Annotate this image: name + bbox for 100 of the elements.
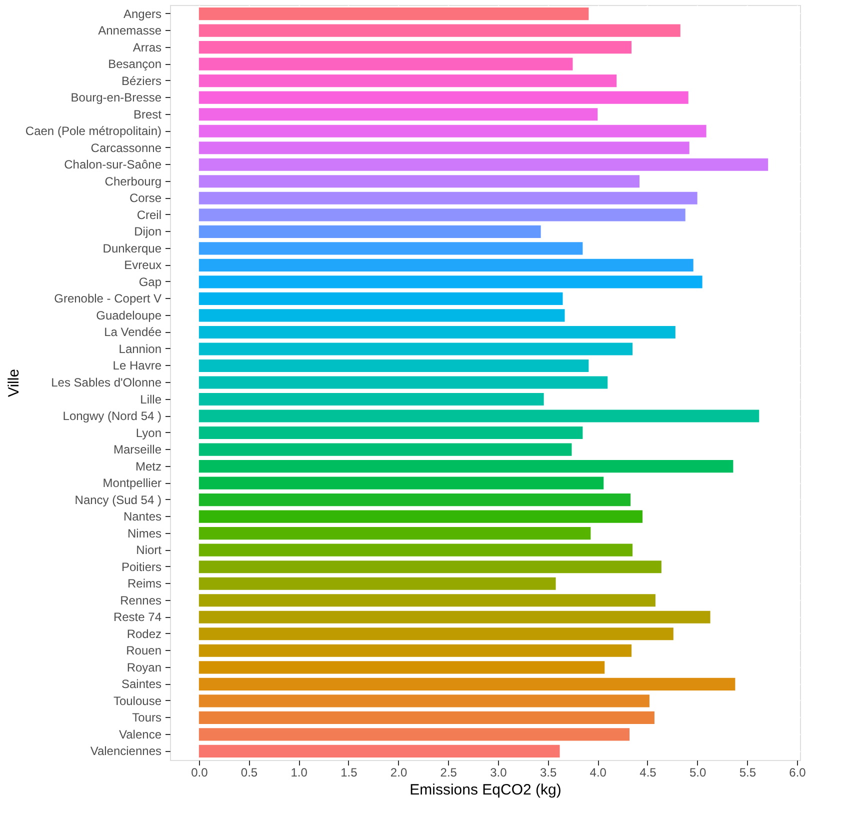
y-tick-label: Corse [129, 191, 162, 206]
bar [198, 124, 706, 138]
bar [198, 661, 605, 674]
y-tick-label: Reims [127, 576, 162, 591]
bar [198, 242, 583, 255]
bar [198, 175, 640, 188]
bar [198, 410, 760, 422]
y-tick-label: Reste 74 [113, 610, 162, 624]
bar [198, 276, 702, 288]
bar [198, 158, 768, 171]
y-tick-label: Saintes [121, 677, 162, 692]
y-tick-label: Toulouse [113, 694, 162, 708]
y-tick-label: Besançon [108, 57, 162, 72]
bar [198, 292, 563, 305]
bar [198, 392, 544, 406]
bar [198, 728, 630, 741]
bar [198, 142, 690, 154]
y-tick-label: Dunkerque [102, 241, 162, 256]
bar [198, 544, 633, 556]
y-tick-label: Lille [140, 392, 162, 406]
y-tick-label: Marseille [113, 442, 162, 457]
bar [198, 24, 680, 37]
bar [198, 744, 560, 758]
y-tick-label: Nimes [127, 526, 162, 540]
y-tick-label: Metz [135, 459, 162, 474]
bar [198, 460, 734, 473]
bar [198, 376, 608, 389]
bar [198, 426, 583, 440]
bar [198, 225, 541, 238]
y-tick-label: Rodez [126, 626, 162, 641]
bar [198, 359, 589, 372]
y-tick-label: Niort [136, 543, 162, 558]
bar [198, 342, 633, 356]
y-tick-label: Gap [138, 274, 162, 289]
x-axis-title: Emissions EqCO2 (kg) [410, 782, 562, 798]
bar [198, 309, 565, 322]
y-tick-label: Bourg-en-Bresse [70, 90, 162, 105]
y-tick-label: Royan [126, 660, 162, 674]
x-tick-label: 5.0 [689, 766, 706, 780]
y-tick-label: Le Havre [112, 358, 162, 373]
y-tick-label: Poitiers [121, 560, 162, 574]
x-tick-label: 4.0 [590, 766, 607, 780]
bar [198, 326, 676, 339]
bar [198, 91, 688, 104]
x-tick-label: 3.5 [540, 766, 557, 780]
bar [198, 644, 632, 657]
y-tick-label: La Vendée [104, 325, 162, 340]
bar [198, 560, 662, 574]
y-tick-label: Les Sables d'Olonne [51, 376, 162, 390]
y-tick-label: Guadeloupe [96, 308, 162, 322]
y-tick-label: Longwy (Nord 54 ) [62, 409, 162, 424]
x-tick-label: 5.5 [739, 766, 756, 780]
x-tick-label: 4.5 [640, 766, 657, 780]
x-tick-label: 0.5 [240, 766, 258, 780]
y-tick-label: Lannion [118, 342, 162, 356]
x-tick-label: 2.5 [440, 766, 458, 780]
bar [198, 41, 632, 54]
bar [198, 678, 736, 690]
y-tick-label: Angers [123, 6, 162, 21]
x-tick-label: 1.0 [290, 766, 308, 780]
bar [198, 476, 604, 490]
bar [198, 577, 556, 590]
y-tick-label: Carcassonne [90, 140, 162, 155]
y-axis-title: Ville [5, 368, 22, 398]
bar [198, 74, 617, 88]
x-tick-label: 0.0 [191, 766, 208, 780]
x-tick-label: 2.0 [390, 766, 408, 780]
bar [198, 192, 698, 204]
y-tick-label: Annemasse [98, 24, 162, 38]
bar [198, 527, 591, 540]
x-tick-label: 6.0 [789, 766, 806, 780]
bar [198, 510, 642, 523]
y-tick-label: Nantes [123, 510, 162, 524]
bar [198, 58, 573, 70]
y-tick-label: Béziers [121, 74, 162, 88]
bar [198, 258, 694, 272]
bar [198, 711, 654, 724]
y-tick-label: Caen (Pole métropolitain) [25, 124, 162, 138]
y-tick-label: Chalon-sur-Saône [64, 158, 162, 172]
bar [198, 610, 710, 624]
bar [198, 8, 589, 20]
y-tick-label: Creil [136, 208, 162, 222]
bar [198, 628, 674, 640]
y-tick-label: Arras [132, 40, 162, 54]
y-tick-label: Evreux [124, 258, 162, 272]
bar [198, 594, 656, 607]
bar [198, 494, 631, 506]
x-tick-label: 1.5 [340, 766, 358, 780]
y-tick-label: Rouen [126, 644, 162, 658]
y-tick-label: Valence [119, 727, 162, 742]
bar [198, 694, 650, 708]
x-tick-label: 3.0 [490, 766, 508, 780]
y-tick-label: Lyon [136, 426, 162, 440]
y-tick-label: Brest [133, 107, 162, 122]
bar [198, 108, 598, 121]
y-tick-label: Montpellier [102, 476, 162, 490]
y-tick-label: Valenciennes [90, 744, 162, 758]
bar [198, 208, 686, 222]
bar [198, 443, 572, 456]
y-tick-label: Tours [132, 710, 162, 725]
